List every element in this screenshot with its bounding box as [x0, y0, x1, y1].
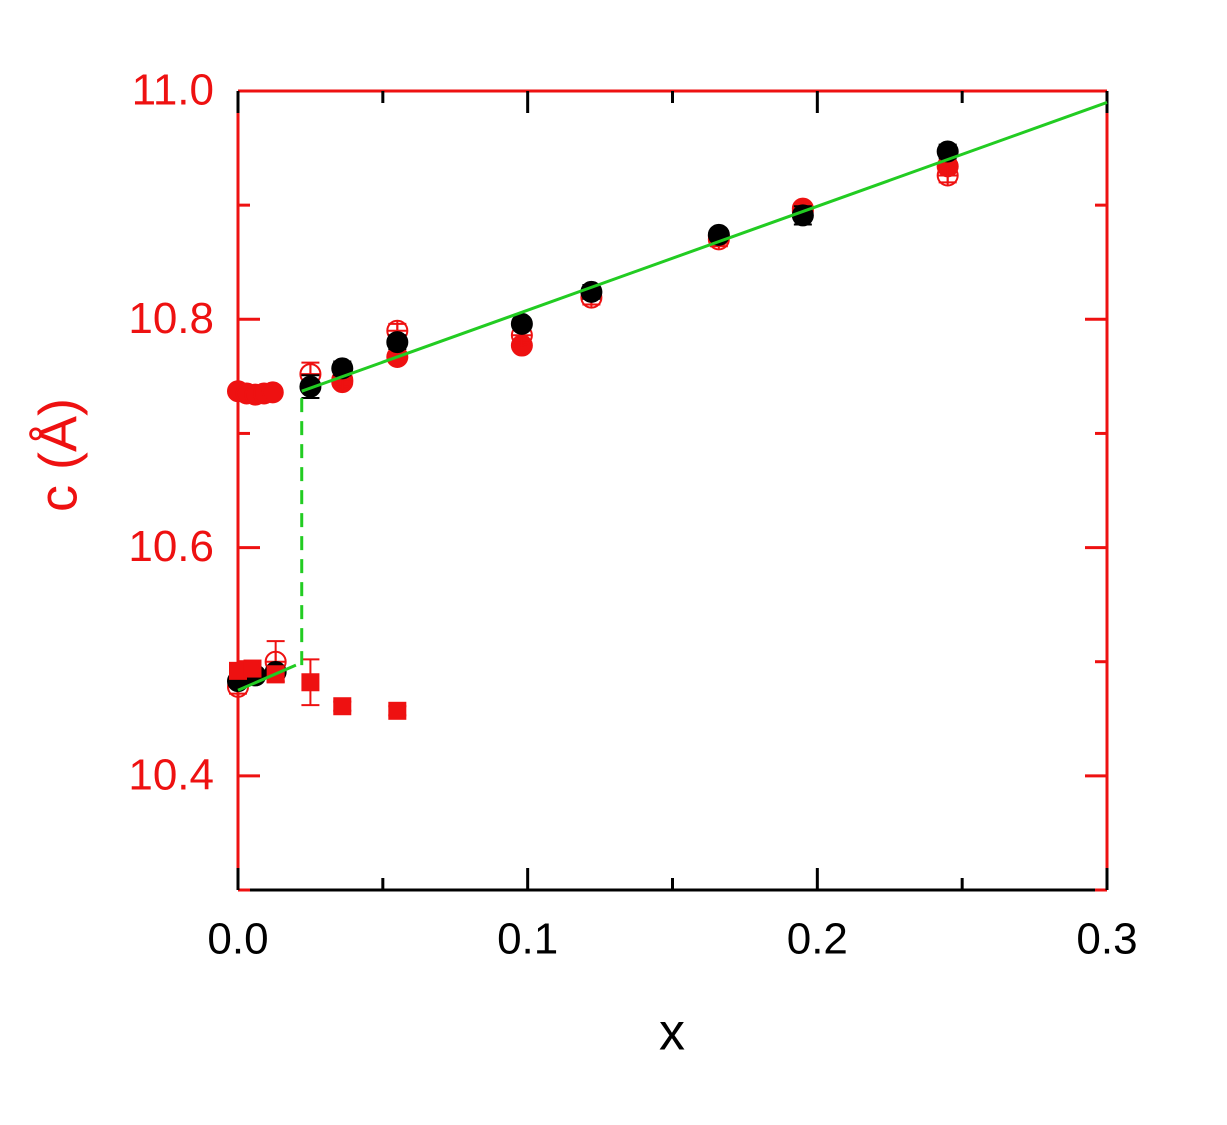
x-axis-label: x	[659, 1004, 685, 1062]
point	[301, 673, 320, 692]
x-tick-label: 0.3	[1076, 915, 1137, 964]
point	[243, 659, 262, 678]
point	[388, 701, 407, 720]
fit-line	[301, 101, 1108, 393]
fit-line	[237, 663, 297, 692]
point	[229, 661, 247, 680]
point	[333, 697, 352, 716]
y-tick-label: 10.6	[128, 522, 214, 571]
y-tick-label: 10.8	[128, 294, 214, 343]
x-tick-label: 0.2	[787, 915, 848, 964]
y-axis-label: c (Å)	[28, 398, 88, 512]
x-tick-label: 0.0	[207, 915, 268, 964]
point	[386, 331, 409, 354]
point	[936, 164, 959, 187]
y-tick-label: 11.0	[132, 66, 214, 115]
x-tick-label: 0.1	[497, 915, 558, 964]
point	[261, 381, 284, 404]
y-tick-label: 10.4	[128, 750, 214, 799]
point	[510, 312, 533, 335]
